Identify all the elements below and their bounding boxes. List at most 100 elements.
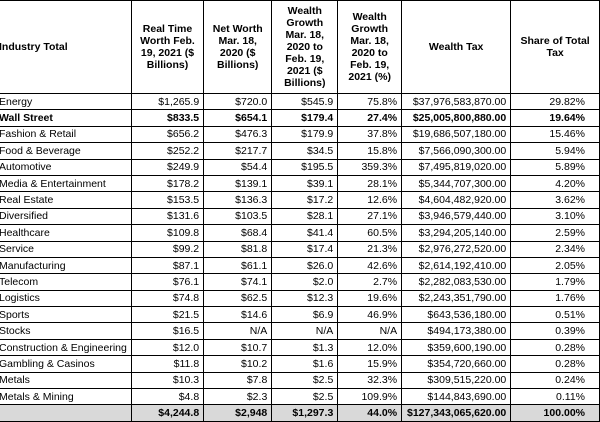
share-cell: 5.89% (510, 158, 600, 176)
wealth-tax-cell: $144,843,690.00 (401, 388, 512, 406)
wealth-growth-percent-cell: N/A (337, 322, 403, 340)
wealth-tax-cell: $25,005,800,880.00 (401, 109, 512, 127)
header-wealth-tax: Wealth Tax (401, 0, 512, 94)
real-time-worth-cell: $74.8 (130, 289, 205, 308)
header-row: Industry Total Real Time Worth Feb. 19, … (0, 0, 600, 94)
wealth-growth-percent-cell: 27.1% (337, 207, 403, 226)
wealth-growth-percent-cell: 15.9% (337, 355, 403, 373)
wealth-growth-percent-cell: 42.6% (337, 256, 403, 275)
wealth-growth-cell: $26.0 (271, 256, 339, 275)
wealth-growth-percent-cell: 37.8% (337, 125, 403, 144)
wealth-growth-cell: $41.4 (271, 224, 339, 242)
wealth-tax-cell: $37,976,583,870.00 (401, 92, 512, 111)
header-real-time-worth: Real Time Worth Feb. 19, 2021 ($ Billion… (130, 0, 205, 94)
real-time-worth-cell: $16.5 (130, 322, 205, 340)
real-time-worth-cell: $76.1 (130, 273, 205, 291)
real-time-worth-cell: $4.8 (130, 388, 205, 406)
share-cell: 29.82% (510, 92, 600, 111)
wealth-growth-cell: $545.9 (271, 92, 339, 111)
wealth-growth-cell: $34.5 (271, 142, 339, 160)
table-row: Service $99.2 $81.8 $17.4 21.3% $2,976,272,52… (0, 240, 600, 258)
net-worth-cell: $2.3 (203, 388, 273, 406)
wealth-growth-percent-cell: 12.6% (337, 191, 403, 209)
share-cell: 15.46% (510, 125, 600, 144)
net-worth-cell: $217.7 (203, 142, 273, 160)
real-time-worth-cell: $109.8 (130, 224, 205, 242)
wealth-growth-percent-cell: 2.7% (337, 273, 403, 291)
industry-cell: Energy (0, 92, 132, 111)
real-time-worth-cell: $833.5 (130, 109, 205, 127)
wealth-growth-cell: $1.6 (271, 355, 339, 373)
wealth-growth-percent-cell: 60.5% (337, 224, 403, 242)
industry-cell: Media & Entertainment (0, 174, 132, 193)
wealth-tax-cell: $7,495,819,020.00 (401, 158, 512, 176)
wealth-growth-percent-cell: 75.8% (337, 92, 403, 111)
industry-cell: Metals (0, 371, 132, 390)
wealth-growth-cell: $179.4 (271, 109, 339, 127)
table-body: Energy $1,265.9 $720.0 $545.9 75.8% $37,976,5… (0, 92, 600, 422)
wealth-tax-cell: $309,515,220.00 (401, 371, 512, 390)
industry-cell: Sports (0, 306, 132, 324)
total-share-cell: 100.00% (510, 404, 600, 422)
net-worth-cell: $139.1 (203, 174, 273, 193)
table-row: Media & Entertainment $178.2 $139.1 $39.1 28… (0, 174, 600, 193)
share-cell: 0.28% (510, 338, 600, 357)
table-row: Wall Street $833.5 $654.1 $179.4 27.4% $25,00… (0, 109, 600, 127)
wealth-tax-cell: $2,614,192,410.00 (401, 256, 512, 275)
wealth-growth-percent-cell: 46.9% (337, 306, 403, 324)
industry-cell: Construction & Engineering (0, 338, 132, 357)
table-row: Logistics $74.8 $62.5 $12.3 19.6% $2,243,351,… (0, 289, 600, 308)
wealth-tax-cell: $354,720,660.00 (401, 355, 512, 373)
industry-cell: Gambling & Casinos (0, 355, 132, 373)
wealth-growth-cell: $6.9 (271, 306, 339, 324)
net-worth-cell: $14.6 (203, 306, 273, 324)
share-cell: 0.51% (510, 306, 600, 324)
table-row: Telecom $76.1 $74.1 $2.0 2.7% $2,282,083,530.… (0, 273, 600, 291)
real-time-worth-cell: $99.2 (130, 240, 205, 258)
wealth-growth-percent-cell: 21.3% (337, 240, 403, 258)
table-row: Food & Beverage $252.2 $217.7 $34.5 15.8% $7,… (0, 142, 600, 160)
real-time-worth-cell: $21.5 (130, 306, 205, 324)
net-worth-cell: $81.8 (203, 240, 273, 258)
share-cell: 2.59% (510, 224, 600, 242)
industry-cell: Food & Beverage (0, 142, 132, 160)
net-worth-cell: N/A (203, 322, 273, 340)
wealth-tax-cell: $5,344,707,300.00 (401, 174, 512, 193)
industry-cell: Healthcare (0, 224, 132, 242)
wealth-growth-cell: $2.5 (271, 388, 339, 406)
header-wealth-growth-percent: Wealth Growth Mar. 18, 2020 to Feb. 19, … (337, 0, 403, 94)
wealth-tax-cell: $19,686,507,180.00 (401, 125, 512, 144)
net-worth-cell: $720.0 (203, 92, 273, 111)
total-industry-cell (0, 404, 132, 422)
net-worth-cell: $654.1 (203, 109, 273, 127)
header-net-worth: Net Worth Mar. 18, 2020 ($ Billions) (203, 0, 273, 94)
table-row: Sports $21.5 $14.6 $6.9 46.9% $643,536,180.00… (0, 306, 600, 324)
wealth-growth-cell: $17.4 (271, 240, 339, 258)
share-cell: 1.76% (510, 289, 600, 308)
share-cell: 19.64% (510, 109, 600, 127)
industry-cell: Diversified (0, 207, 132, 226)
real-time-worth-cell: $10.3 (130, 371, 205, 390)
share-cell: 3.10% (510, 207, 600, 226)
wealth-tax-cell: $7,566,090,300.00 (401, 142, 512, 160)
real-time-worth-cell: $12.0 (130, 338, 205, 357)
share-cell: 2.05% (510, 256, 600, 275)
table-row: Stocks $16.5 N/A N/A N/A $494,173,380.00 0.39% (0, 322, 600, 340)
wealth-growth-percent-cell: 27.4% (337, 109, 403, 127)
industry-cell: Fashion & Retail (0, 125, 132, 144)
wealth-growth-cell: $179.9 (271, 125, 339, 144)
table-row: Metals & Mining $4.8 $2.3 $2.5 109.9% $144,84… (0, 388, 600, 406)
net-worth-cell: $10.2 (203, 355, 273, 373)
wealth-tax-cell: $2,282,083,530.00 (401, 273, 512, 291)
wealth-tax-cell: $3,294,205,140.00 (401, 224, 512, 242)
real-time-worth-cell: $178.2 (130, 174, 205, 193)
header-wealth-growth-dollars: Wealth Growth Mar. 18, 2020 to Feb. 19, … (271, 0, 339, 94)
share-cell: 2.34% (510, 240, 600, 258)
net-worth-cell: $10.7 (203, 338, 273, 357)
industry-cell: Automotive (0, 158, 132, 176)
table-row: Automotive $249.9 $54.4 $195.5 359.3% $7,495,… (0, 158, 600, 176)
wealth-tax-cell: $4,604,482,920.00 (401, 191, 512, 209)
share-cell: 1.79% (510, 273, 600, 291)
